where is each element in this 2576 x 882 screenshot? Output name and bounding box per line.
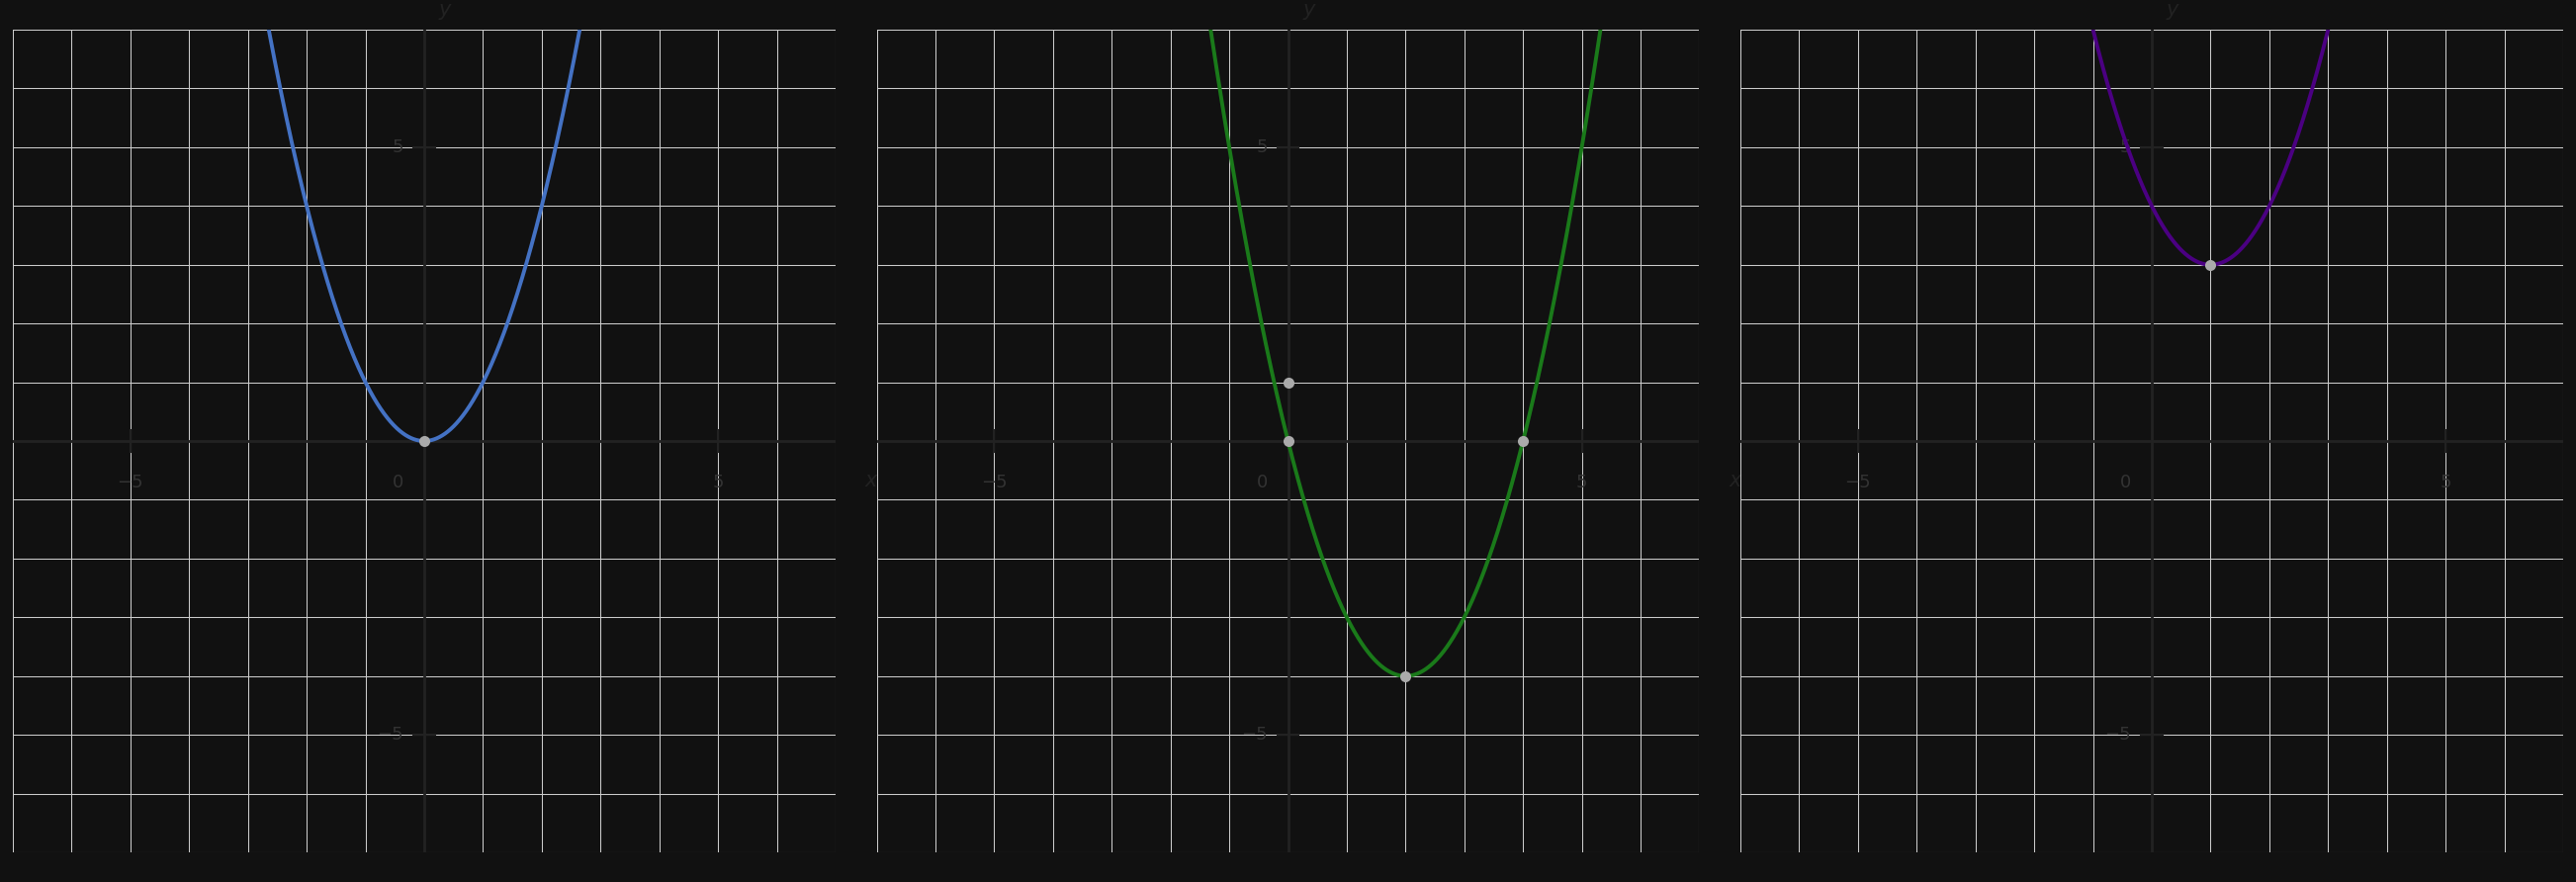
Text: −5: −5: [1242, 726, 1267, 744]
Text: −5: −5: [981, 474, 1007, 491]
Text: 5: 5: [392, 138, 404, 156]
Text: y: y: [1303, 0, 1314, 20]
Text: 0: 0: [2120, 474, 2130, 491]
Text: y: y: [438, 0, 451, 20]
Text: 0: 0: [392, 474, 404, 491]
Text: 5: 5: [2439, 474, 2452, 491]
Text: 0: 0: [1257, 474, 1267, 491]
Text: 5: 5: [2120, 138, 2130, 156]
Text: x: x: [866, 470, 878, 490]
Text: −5: −5: [376, 726, 404, 744]
Text: 5: 5: [1257, 138, 1267, 156]
Text: 5: 5: [714, 474, 724, 491]
Text: x: x: [1728, 470, 1741, 490]
Text: −5: −5: [118, 474, 144, 491]
Text: −5: −5: [2105, 726, 2130, 744]
Text: −5: −5: [1844, 474, 1870, 491]
Text: y: y: [2166, 0, 2179, 20]
Text: 5: 5: [1577, 474, 1587, 491]
